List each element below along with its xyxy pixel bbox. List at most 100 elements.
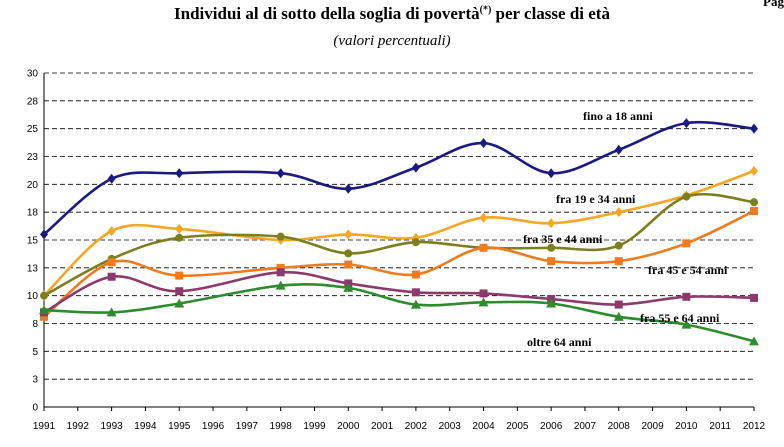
x-tick-label: 1996 (202, 421, 225, 432)
data-point (40, 291, 48, 300)
data-point (750, 293, 758, 302)
y-tick-label: 30 (27, 69, 39, 80)
data-point (344, 260, 353, 269)
data-point (175, 287, 184, 296)
data-point (750, 198, 758, 207)
page-corner-text: Pag (763, 0, 784, 9)
data-point (478, 297, 489, 307)
x-tick-label: 2004 (472, 421, 495, 432)
series-fra-45-e-54-anni (40, 207, 758, 321)
y-tick-label: 10 (27, 291, 39, 302)
data-point (276, 168, 285, 179)
data-point (614, 241, 623, 250)
series-oltre-64-anni (39, 280, 759, 346)
data-point (107, 272, 116, 281)
data-point (344, 229, 353, 240)
series-line (43, 169, 755, 297)
data-point (275, 280, 286, 290)
data-point (411, 238, 420, 247)
x-tick-label: 2012 (743, 421, 766, 432)
data-point (276, 268, 285, 277)
data-point (682, 239, 691, 248)
data-point (682, 118, 691, 129)
y-tick-label: 25 (27, 124, 39, 135)
data-point (614, 257, 623, 266)
data-point (343, 282, 354, 292)
data-point (344, 249, 353, 258)
series-labels: fino a 18 anni fra 19 e 34 anni fra 35 e 4… (523, 109, 728, 349)
x-tick-label: 2008 (608, 421, 631, 432)
x-tick-label: 2009 (641, 421, 664, 432)
y-tick-label: 5 (32, 347, 38, 358)
data-point (410, 299, 421, 309)
y-tick-label: 13 (27, 263, 39, 274)
x-tick-label: 2002 (405, 421, 428, 432)
data-point (750, 123, 758, 134)
data-point (411, 270, 420, 279)
x-tick-label: 1994 (134, 421, 157, 432)
x-tick-label: 1995 (168, 421, 191, 432)
data-point (750, 207, 758, 216)
data-point (175, 233, 184, 242)
data-point (749, 336, 759, 346)
x-tick-label: 2006 (540, 421, 563, 432)
data-point (40, 229, 48, 240)
series-label: fra 35 e 44 anni (523, 232, 603, 246)
y-tick-label: 18 (27, 208, 39, 219)
data-point (547, 168, 556, 179)
x-tick-label: 2010 (675, 421, 698, 432)
x-tick-label: 2011 (709, 421, 731, 432)
series-line (43, 192, 755, 297)
data-point (175, 223, 184, 234)
data-point (614, 300, 623, 309)
x-tick-label: 1992 (67, 421, 90, 432)
data-point (546, 298, 557, 308)
x-tick-label: 2005 (506, 421, 529, 432)
x-tick-label: 2003 (439, 421, 462, 432)
axes: 0 3 5 8 10 13 15 18 20 23 25 28 30 1991 1992 1993 1994 19… (27, 69, 766, 433)
grid (44, 72, 754, 380)
chart-title-footnote-mark: (*) (479, 4, 492, 16)
x-tick-label: 2007 (574, 421, 597, 432)
data-point (479, 289, 488, 298)
y-tick-label: 8 (32, 319, 38, 330)
data-point (547, 218, 556, 229)
data-point (39, 305, 49, 315)
series-label: fra 45 e 54 anni (648, 263, 728, 277)
chart-title-main: Individui al di sotto della soglia di po… (174, 4, 480, 23)
chart-title-tail: per classe di età (491, 4, 610, 23)
chart-title: Individui al di sotto della soglia di po… (0, 4, 784, 24)
data-point (276, 232, 285, 241)
data-point (547, 243, 556, 252)
data-point (107, 226, 116, 237)
y-tick-label: 15 (27, 236, 39, 247)
x-tick-label: 1997 (236, 421, 259, 432)
data-point (175, 168, 184, 179)
data-point (411, 162, 420, 173)
data-point (614, 144, 623, 155)
data-point (682, 292, 691, 301)
data-point (479, 138, 488, 149)
y-tick-label: 23 (27, 152, 39, 163)
data-point (344, 183, 353, 194)
data-point (106, 307, 117, 317)
data-point (750, 165, 758, 176)
data-point (613, 311, 624, 321)
series-label: fino a 18 anni (583, 109, 653, 123)
x-tick-label: 2001 (371, 421, 394, 432)
series-group (39, 118, 759, 346)
y-tick-label: 3 (32, 375, 38, 386)
series-fra-19-e-34-anni (40, 165, 758, 301)
x-tick-label: 1998 (270, 421, 293, 432)
y-tick-label: 20 (27, 180, 39, 191)
series-label: fra 55 e 64 anni (640, 311, 720, 325)
data-point (276, 263, 285, 272)
data-point (479, 212, 488, 223)
data-point (681, 319, 692, 329)
x-tick-label: 2000 (337, 421, 360, 432)
x-tick-label: 1993 (100, 421, 123, 432)
x-tick-label: 1991 (33, 421, 56, 432)
data-point (614, 207, 623, 218)
data-point (682, 192, 691, 201)
chart-subtitle: (valori percentuali) (333, 33, 451, 49)
